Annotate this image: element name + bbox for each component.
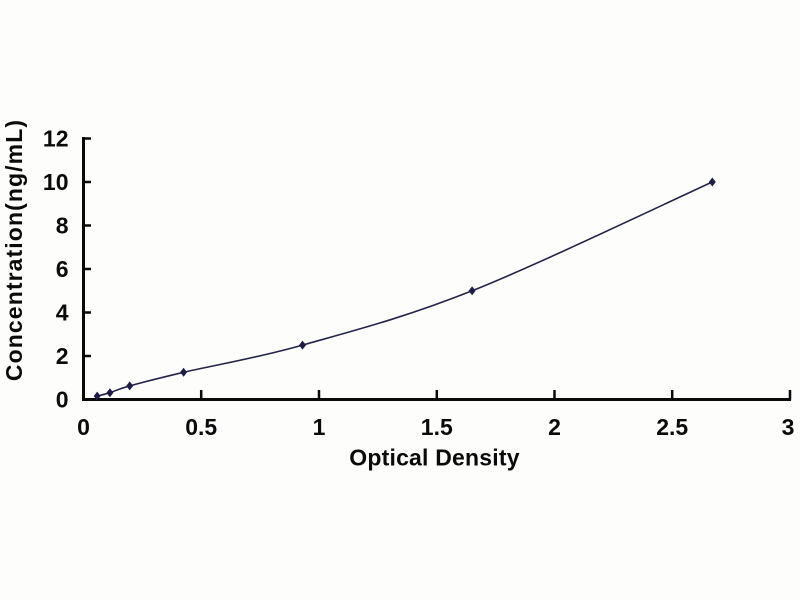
svg-text:8: 8	[56, 213, 69, 239]
svg-text:2: 2	[548, 414, 561, 440]
svg-text:12: 12	[43, 126, 69, 152]
svg-text:Optical Density: Optical Density	[349, 445, 519, 471]
svg-text:0: 0	[56, 387, 69, 413]
svg-text:1.5: 1.5	[421, 414, 453, 440]
svg-text:2.5: 2.5	[656, 414, 688, 440]
svg-text:6: 6	[56, 256, 69, 282]
svg-text:0.5: 0.5	[185, 414, 217, 440]
svg-text:2: 2	[56, 343, 69, 369]
svg-text:0: 0	[77, 414, 90, 440]
svg-text:1: 1	[313, 414, 326, 440]
svg-text:3: 3	[782, 414, 795, 440]
svg-text:4: 4	[56, 300, 69, 326]
svg-text:10: 10	[43, 169, 69, 195]
svg-text:Concentration(ng/mL): Concentration(ng/mL)	[1, 119, 27, 381]
